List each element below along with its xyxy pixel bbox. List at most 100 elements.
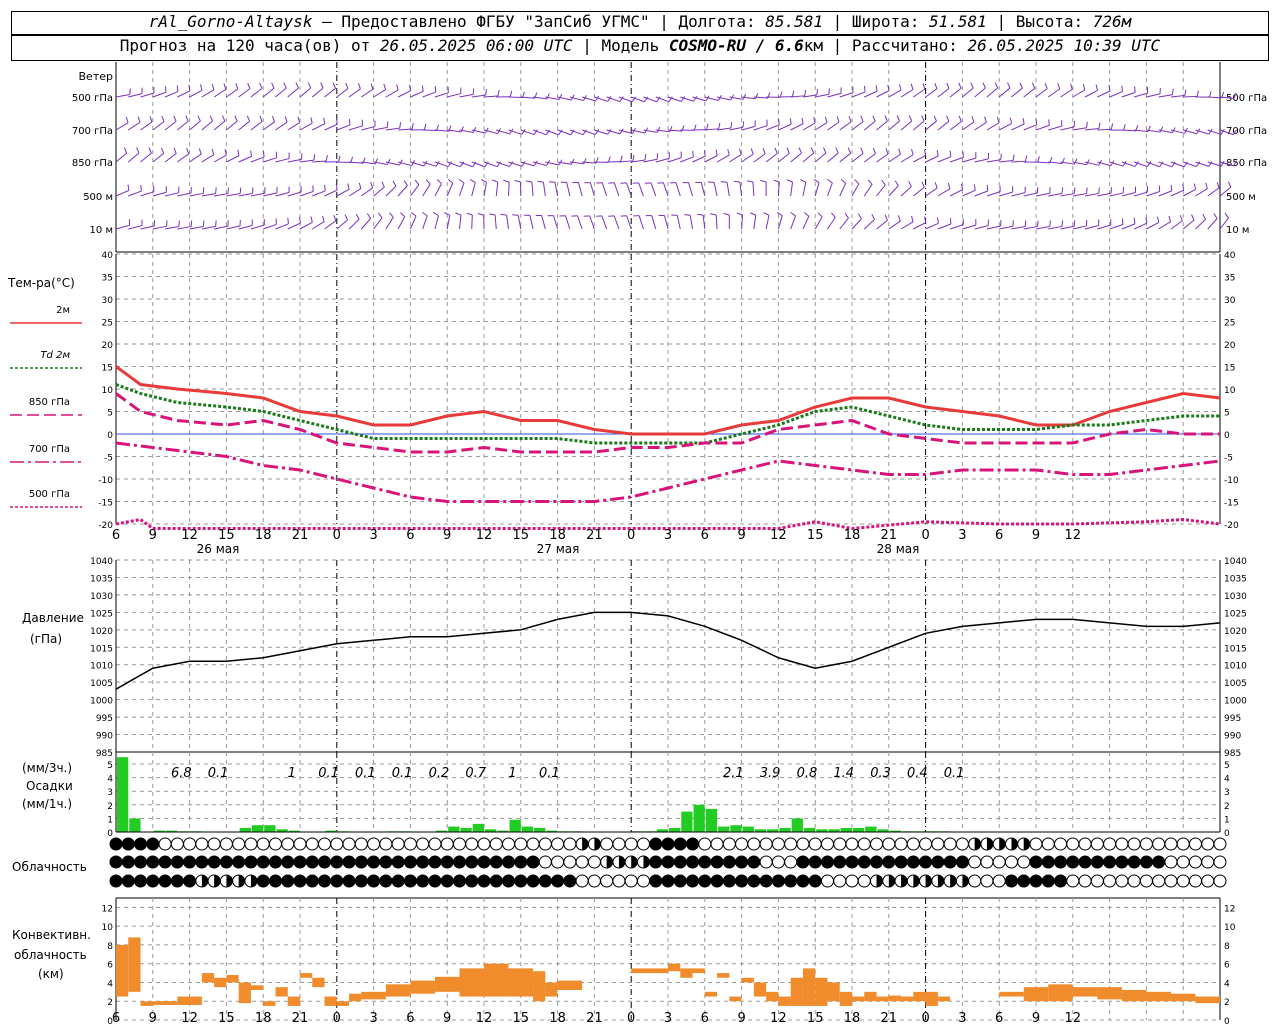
wind-barb-staff <box>1023 124 1037 131</box>
wind-barb-staff <box>613 215 620 230</box>
wind-barb-feather <box>485 89 487 96</box>
wind-barb-staff <box>643 129 658 133</box>
wind-barb-feather <box>1179 215 1183 222</box>
wind-barb-feather <box>924 216 927 223</box>
cloud-symbol-half <box>594 838 601 850</box>
wind-barb-staff <box>1133 222 1148 230</box>
cloud-symbol <box>710 874 724 888</box>
wind-barb-staff <box>324 123 338 131</box>
cloud-symbol <box>502 874 516 888</box>
wind-barb-staff <box>1195 218 1206 230</box>
precip-bar <box>460 827 472 832</box>
lon-value: 85.581 <box>765 12 824 31</box>
cloud-symbol <box>722 874 736 888</box>
wind-barb-staff <box>851 121 864 131</box>
wind-barb-staff <box>577 215 583 230</box>
hour-label: 3 <box>664 528 672 543</box>
wind-barb-feather <box>477 213 484 216</box>
wind-barb-feather <box>1061 187 1064 194</box>
cloud-symbol <box>391 855 405 869</box>
wind-barb-feather <box>386 158 391 165</box>
wind-barb-feather <box>455 212 462 216</box>
cloud-symbol <box>305 837 319 851</box>
wind-barb-feather <box>1183 161 1188 168</box>
wind-barb-staff <box>1097 224 1111 230</box>
wind-barb-staff <box>949 87 962 98</box>
wind-barb-feather <box>492 179 498 183</box>
cloud-symbol <box>1004 874 1018 888</box>
cloud-symbol <box>919 837 933 851</box>
convective-bar <box>692 968 705 974</box>
wind-barb-staff <box>1121 223 1136 230</box>
wind-barb-staff <box>851 91 866 98</box>
hour-label-bottom: 18 <box>549 1011 566 1024</box>
cloud-symbol <box>256 874 270 888</box>
wind-barb-feather <box>804 89 807 96</box>
wind-barb-staff <box>1158 129 1173 134</box>
wind-barb-staff <box>152 91 167 98</box>
convective-bar <box>729 996 742 1002</box>
wind-barb-feather <box>190 220 193 227</box>
wind-barb-feather <box>715 149 718 156</box>
cloud-symbol <box>673 855 687 869</box>
cloud-symbol <box>354 837 368 851</box>
cloud-symbol <box>686 837 700 851</box>
wind-barb-staff <box>713 182 718 197</box>
wind-barb-staff <box>741 96 756 100</box>
wind-barb-staff <box>962 189 976 197</box>
cloud-symbol <box>452 874 466 888</box>
wind-barb-staff <box>459 161 473 168</box>
precip-bar <box>681 811 693 832</box>
wind-barb-feather <box>392 180 397 187</box>
wind-barb-staff <box>1072 161 1087 166</box>
cloud-symbol <box>857 855 871 869</box>
wind-barb-feather <box>1057 83 1061 90</box>
cloud-symbol <box>600 837 614 851</box>
precip-bar <box>448 826 460 832</box>
wind-barb-staff <box>238 88 251 98</box>
precip-3h-total: 0.1 <box>392 766 413 781</box>
wind-barb-staff <box>398 128 413 131</box>
pressure-tick-label-right: 995 <box>1224 714 1241 724</box>
precip-bar <box>129 818 141 832</box>
cloud-symbol <box>219 837 233 851</box>
wind-barb-feather <box>178 220 180 227</box>
forecast-time: 26.05.2025 06:00 UTC <box>379 36 573 55</box>
wind-barb-staff <box>275 223 289 230</box>
wind-barb-staff <box>729 96 744 100</box>
wind-barb-staff <box>864 90 878 98</box>
wind-barb-staff <box>851 152 864 163</box>
convective-bar <box>778 996 791 1006</box>
temp-tick-label: 20 <box>102 341 114 351</box>
cloud-symbol <box>1029 837 1043 851</box>
wind-barb-feather <box>188 84 191 91</box>
wind-barb-staff <box>189 192 204 197</box>
wind-barb-feather <box>790 211 796 217</box>
cloud-symbol <box>587 874 601 888</box>
hour-label-bottom: 9 <box>1032 1011 1040 1024</box>
wind-barb-feather <box>607 156 611 163</box>
wind-barb-staff <box>471 161 486 168</box>
wind-barb-feather <box>607 96 612 102</box>
wind-barb-staff <box>582 161 597 164</box>
wind-barb-staff <box>778 123 792 131</box>
cloud-symbol <box>109 874 123 888</box>
wind-barb-feather <box>211 148 215 155</box>
cloud-symbol <box>1164 837 1178 851</box>
wind-barb-staff <box>739 182 743 197</box>
wind-barb-staff <box>839 92 854 98</box>
wind-barb-staff <box>226 155 240 163</box>
wind-barb-feather <box>742 93 747 100</box>
convective-bar <box>852 996 865 1002</box>
cloud-symbol <box>575 855 589 869</box>
cloud-symbol <box>649 837 663 851</box>
cloud-symbol <box>1054 837 1068 851</box>
convective-bar <box>937 996 951 1002</box>
wind-barb-staff <box>888 185 899 197</box>
wind-barb-feather <box>923 149 927 156</box>
hour-label: 15 <box>218 528 235 543</box>
wind-barb-feather <box>460 126 464 133</box>
wind-barb-feather <box>400 212 406 218</box>
cloud-symbol <box>820 837 834 851</box>
